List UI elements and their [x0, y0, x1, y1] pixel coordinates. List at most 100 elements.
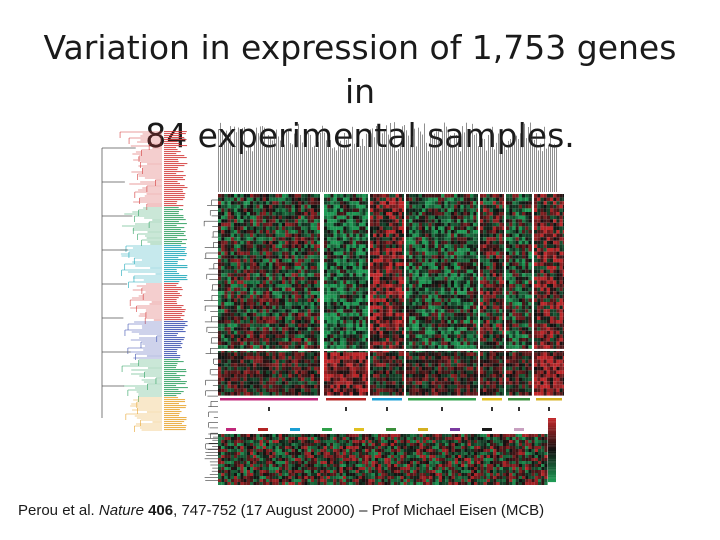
heatmap-cell [450, 320, 454, 324]
heatmap-cell [434, 284, 438, 288]
heatmap-cell [454, 291, 458, 295]
heatmap-cell [428, 226, 432, 230]
heatmap-cell [370, 381, 374, 385]
heatmap-cell [336, 208, 340, 212]
heatmap-cell [395, 356, 399, 360]
heatmap-cell [256, 298, 260, 302]
heatmap-cell [365, 204, 368, 209]
heatmap-cell [224, 338, 228, 342]
heatmap-cell [359, 392, 363, 396]
heatmap-cell [402, 334, 404, 338]
heatmap-cell [288, 204, 292, 209]
heatmap-cell [237, 377, 241, 382]
heatmap-cell [234, 316, 238, 320]
heatmap-cell [343, 233, 347, 238]
heatmap-cell [234, 212, 238, 216]
heatmap-cell [395, 230, 399, 234]
heatmap-cell [438, 230, 442, 234]
heatmap-cell [359, 215, 363, 220]
heatmap-cell [259, 359, 263, 364]
heatmap-cell [356, 341, 360, 346]
heatmap-cell [418, 338, 422, 342]
heatmap-cell [343, 262, 347, 266]
heatmap-cell [370, 341, 374, 346]
heatmap-cell [224, 388, 228, 392]
heatmap-cell [218, 359, 222, 364]
heatmap-cell [356, 248, 360, 252]
heatmap-cell [317, 341, 320, 346]
heatmap-cell [428, 291, 432, 295]
heatmap-cell [398, 298, 402, 302]
heatmap-cell [359, 248, 363, 252]
heatmap-cell [230, 392, 234, 396]
heatmap-cell [422, 377, 426, 382]
heatmap-cell [434, 374, 438, 378]
heatmap-cell [395, 248, 399, 252]
heatmap-cell [291, 204, 295, 209]
heatmap-cell [227, 212, 231, 216]
heatmap-cell [298, 302, 302, 306]
heatmap-cell [253, 341, 257, 346]
heatmap-cell [256, 233, 260, 238]
heatmap-cell [266, 323, 270, 328]
heatmap-cell [431, 356, 435, 360]
heatmap-cell [450, 269, 454, 274]
heatmap-cell [395, 327, 399, 331]
heatmap-cell [246, 370, 250, 374]
heatmap-cell [282, 377, 286, 382]
heatmap-cell [282, 384, 286, 389]
heatmap-cell [362, 201, 366, 205]
heatmap-cell [340, 230, 344, 234]
heatmap-cell [382, 374, 386, 378]
heatmap-cell [237, 323, 241, 328]
heatmap-cell [398, 215, 402, 220]
heatmap-cell [418, 222, 422, 227]
heatmap-cell [359, 262, 363, 266]
sample-label-stroke [164, 351, 177, 353]
heatmap-cell [359, 309, 363, 313]
gene-label-stroke [556, 147, 557, 192]
heatmap-cell [246, 309, 250, 313]
heatmap-cell [409, 215, 413, 220]
heatmap-cell [230, 316, 234, 320]
heatmap-cell [352, 240, 356, 245]
heatmap-cell [352, 258, 356, 263]
heatmap-cell [376, 302, 380, 306]
heatmap-cell [418, 388, 422, 392]
heatmap-cell [457, 230, 461, 234]
gene-label-stroke [322, 125, 323, 192]
heatmap-cell [398, 312, 402, 317]
heatmap-cell [237, 359, 241, 364]
heatmap-cell [444, 291, 448, 295]
heatmap-cell [237, 222, 241, 227]
heatmap-cell [346, 230, 350, 234]
heatmap-cell [310, 370, 314, 374]
heatmap-cell [349, 381, 353, 385]
heatmap-cell [460, 345, 464, 349]
heatmap-cell [447, 381, 451, 385]
heatmap-cell [336, 356, 340, 360]
heatmap-cell [362, 222, 366, 227]
heatmap-cell [221, 341, 225, 346]
heatmap-cell [291, 345, 295, 349]
heatmap-cell [402, 226, 404, 230]
heatmap-cell [234, 244, 238, 248]
heatmap-cell [310, 287, 314, 292]
heatmap-cell [340, 294, 344, 299]
heatmap-cell [402, 204, 404, 209]
heatmap-cell [457, 338, 461, 342]
heatmap-cell [218, 194, 222, 198]
heatmap-cell [291, 305, 295, 310]
heatmap-cell [230, 215, 234, 220]
heatmap-cell [291, 334, 295, 338]
heatmap-cell [434, 334, 438, 338]
gene-label-stroke [286, 130, 287, 192]
heatmap-cell [237, 384, 241, 389]
heatmap-cell [291, 309, 295, 313]
heatmap-cell [376, 284, 380, 288]
heatmap-cell [466, 222, 470, 227]
heatmap-cell [298, 212, 302, 216]
heatmap-cell [346, 255, 350, 259]
heatmap-cell [246, 305, 250, 310]
heatmap-cell [376, 226, 380, 230]
